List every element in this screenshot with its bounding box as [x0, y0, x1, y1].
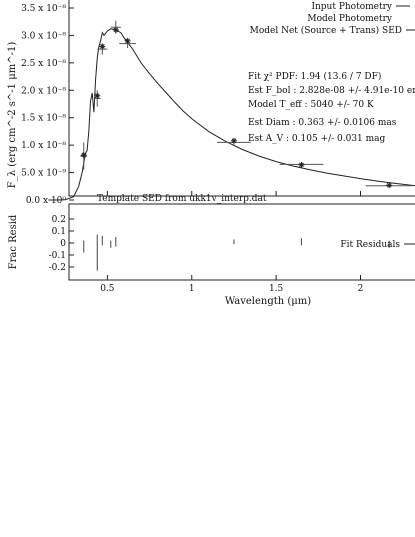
model-photometry-stroke: [299, 162, 304, 168]
annotation-diam: Est Diam : 0.363 +/- 0.0106 mas: [248, 118, 397, 128]
residual-y-tick-label-3: -0.1: [49, 251, 66, 261]
sed-y-axis-label: F_λ (erg cm^-2 s^-1 μm^-1): [7, 42, 18, 189]
residual-panel-frame: [68, 203, 415, 281]
x-tick-label-0: 0.5: [100, 284, 115, 294]
sed-legend: Input Photometry Model Photometry Model …: [250, 2, 415, 36]
x-tick-label-3: 2: [358, 284, 364, 294]
sed-y-ticks: 0.0 x 10⁰ 5.0 x 10⁻⁹ 1.0 x 10⁻⁸ 1.5 x 10⁻⁸ 2…: [21, 4, 74, 206]
fit-annotations: Fit χ² PDF: 1.94 (13.6 / 7 DF) Est F_bol…: [248, 71, 415, 144]
model-photometry-point-7: [386, 182, 393, 189]
residual-y-tick-label-2: 0: [60, 239, 66, 249]
photometry-points: [80, 20, 413, 189]
legend-fit-residuals: Fit Residuals: [340, 240, 400, 250]
annotation-teff: Model T_eff : 5040 +/- 70 K: [248, 100, 374, 110]
model-photometry-stroke: [386, 182, 392, 188]
model-sed-curve: [48, 28, 415, 201]
model-photometry-stroke: [231, 138, 237, 144]
model-photometry-point-6: [298, 161, 305, 168]
sed-y-tick-label-0: 0.0 x 10⁰: [26, 196, 67, 206]
sed-y-tick-label-6: 3.0 x 10⁻⁸: [21, 31, 66, 41]
residual-y-axis-label: Frac Resid: [8, 214, 19, 269]
model-photometry-point-4: [124, 37, 131, 44]
model-photometry-point-2: [99, 43, 106, 50]
x-tick-label-2: 1.5: [269, 284, 284, 294]
sed-x-ticks: [106, 191, 361, 196]
x-axis-label: Wavelength (μm): [225, 296, 311, 307]
legend-model-sed: Model Net (Source + Trans) SED: [250, 25, 402, 36]
annotation-av: Est A_V : 0.105 +/- 0.031 mag: [248, 134, 386, 144]
sed-y-tick-label-7: 3.5 x 10⁻⁸: [21, 4, 66, 14]
annotation-chi2: Fit χ² PDF: 1.94 (13.6 / 7 DF): [248, 71, 381, 82]
sed-y-tick-label-4: 2.0 x 10⁻⁸: [21, 86, 66, 96]
model-photometry-stroke: [113, 27, 119, 33]
residual-y-tick-label-4: -0.2: [49, 263, 66, 273]
sed-y-tick-label-5: 2.5 x 10⁻⁸: [21, 59, 66, 69]
legend-input-photometry: Input Photometry: [311, 2, 392, 12]
residual-x-ticks: 0.5 1 1.5 2: [100, 275, 363, 294]
model-photometry-stroke: [81, 152, 87, 158]
legend-model-photometry: Model Photometry: [307, 14, 393, 24]
sed-y-tick-label-3: 1.5 x 10⁻⁸: [21, 114, 66, 124]
sed-panel: 0.0 x 10⁰ 5.0 x 10⁻⁹ 1.0 x 10⁻⁸ 1.5 x 10⁻⁸ 2…: [7, 0, 415, 206]
model-photometry-point-0: [80, 152, 87, 159]
model-photometry-stroke: [94, 93, 100, 99]
model-photometry-point-5: [230, 137, 237, 144]
model-photometry-stroke: [99, 44, 105, 49]
residual-y-tick-label-0: 0.2: [52, 215, 66, 225]
model-photometry-point-1: [94, 92, 101, 99]
annotation-fbol: Est F_bol : 2.828e-08 +/- 4.91e-10 erg c: [248, 86, 415, 96]
sed-y-tick-label-1: 5.0 x 10⁻⁹: [21, 169, 66, 179]
residual-panel: Template SED from ukk1v_interp.dat 0.20.…: [8, 194, 415, 307]
residual-y-tick-label-1: 0.1: [52, 227, 66, 237]
sed-y-tick-label-2: 1.0 x 10⁻⁸: [21, 141, 66, 151]
model-photometry-point-3: [112, 26, 119, 33]
residual-panel-title: Template SED from ukk1v_interp.dat: [97, 194, 267, 204]
sed-panel-frame: [68, 0, 415, 197]
x-tick-label-1: 1: [189, 284, 195, 294]
residual-points: [83, 234, 390, 271]
residual-y-ticks: 0.2 0.1 0 -0.1 -0.2: [49, 215, 74, 273]
model-photometry-stroke: [125, 38, 130, 44]
